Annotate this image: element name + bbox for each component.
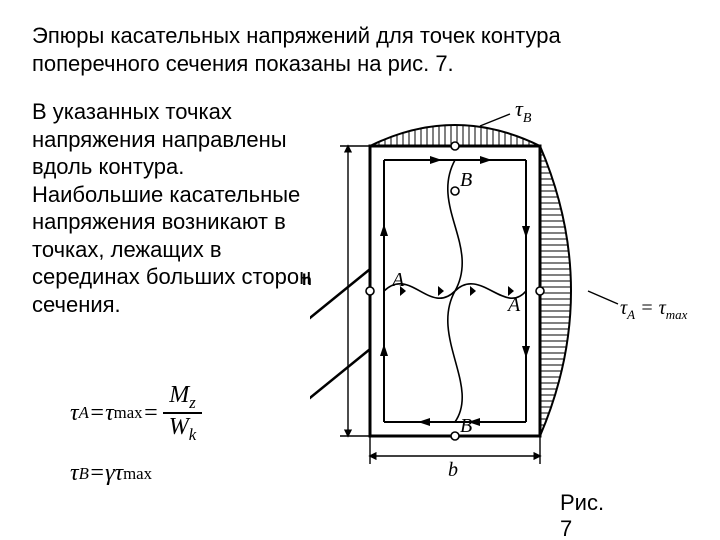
paragraph-intro: Эпюры касательных напряжений для точек к… [32,22,692,77]
label-a-left: A [390,269,405,291]
symbol-gamma: γ [105,460,114,487]
dimension-b: b [370,436,540,481]
subscript-max2: max [123,464,152,484]
symbol-eq2: = [143,400,159,427]
diagram-svg: B A A B τB τA = τmax [310,86,710,496]
symbol-m: M [169,382,189,408]
symbol-tau2: τ [105,400,114,427]
caption-number: 7 [560,516,572,540]
figure-7-diagram: B A A B τB τA = τmax [310,86,710,496]
symbol-eq3: = [89,460,105,487]
paragraph-body: В указанных точках напряжения направлены… [32,98,312,318]
symbol-tau-b: τ [70,460,79,487]
label-tau-b: τB [480,96,532,126]
subscript-a: A [79,403,89,423]
symbol-tau3: τ [115,460,124,487]
symbol-w: W [169,414,189,440]
label-b: b [448,459,458,481]
page-root: Эпюры касательных напряжений для точек к… [0,0,720,540]
formula-tau-b: τ B = γ τ max [70,460,206,487]
svg-text:τA = τmax: τA = τmax [620,297,688,322]
figure-caption: Рис. 7 [560,490,604,540]
caption-word: Рис. [560,490,604,515]
formula-block: τ A = τ max = Mz Wk τ B = γ τ max [70,378,206,491]
subscript-k: k [189,425,196,444]
subscript-z: z [189,393,196,412]
symbol-eq: = [89,400,105,427]
label-tau-a-max: τA = τmax [588,291,688,322]
label-b-upper: B [460,169,472,191]
svg-text:τB: τB [515,96,532,126]
symbol-tau: τ [70,400,79,427]
subscript-b: B [79,464,89,484]
formula-tau-a: τ A = τ max = Mz Wk [70,382,206,444]
label-b-lower: B [460,415,472,437]
subscript-max: max [114,403,143,423]
label-a-right: A [506,294,521,316]
fraction-mz-wk: Mz Wk [163,382,202,444]
